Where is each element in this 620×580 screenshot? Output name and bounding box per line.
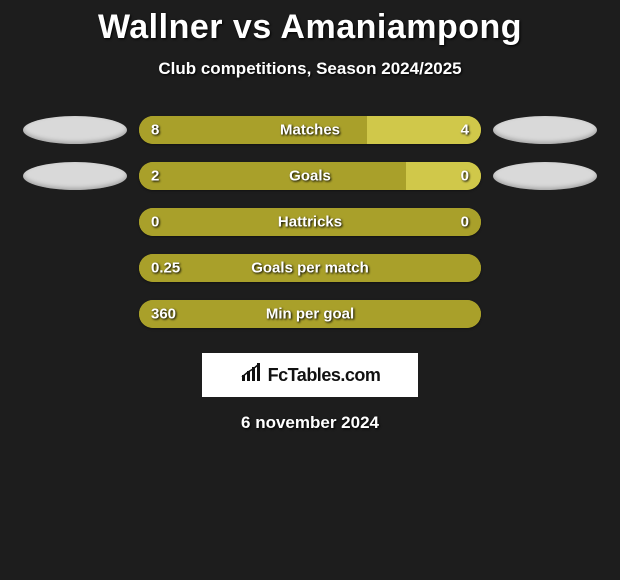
stat-label: Min per goal bbox=[266, 306, 354, 323]
stat-row: 8 4 Matches bbox=[0, 107, 620, 153]
right-value: 0 bbox=[461, 214, 469, 231]
stat-bar: 8 4 Matches bbox=[139, 116, 481, 144]
date-label: 6 november 2024 bbox=[0, 413, 620, 433]
page-title: Wallner vs Amaniampong bbox=[0, 0, 620, 47]
stat-label: Goals bbox=[289, 168, 331, 185]
left-value: 0 bbox=[151, 214, 159, 231]
stat-label: Matches bbox=[280, 122, 340, 139]
stat-row: 0 0 Hattricks bbox=[0, 199, 620, 245]
bar-left-fill bbox=[139, 162, 406, 190]
stat-row: 0.25 Goals per match bbox=[0, 245, 620, 291]
stat-bar: 360 Min per goal bbox=[139, 300, 481, 328]
stat-row: 2 0 Goals bbox=[0, 153, 620, 199]
left-value: 8 bbox=[151, 122, 159, 139]
stat-label: Goals per match bbox=[251, 260, 369, 277]
chart-icon bbox=[240, 363, 264, 388]
bar-right-fill bbox=[406, 162, 481, 190]
player-right-marker bbox=[493, 116, 597, 144]
stat-bar: 0.25 Goals per match bbox=[139, 254, 481, 282]
page-subtitle: Club competitions, Season 2024/2025 bbox=[0, 59, 620, 79]
stat-bar: 0 0 Hattricks bbox=[139, 208, 481, 236]
right-value: 0 bbox=[461, 168, 469, 185]
left-value: 2 bbox=[151, 168, 159, 185]
source-logo: FcTables.com bbox=[202, 353, 418, 397]
logo-text: FcTables.com bbox=[268, 365, 381, 386]
player-left-marker bbox=[23, 162, 127, 190]
left-value: 360 bbox=[151, 306, 176, 323]
stats-list: 8 4 Matches 2 0 Goals 0 0 Hattricks 0.25 Goals per… bbox=[0, 107, 620, 337]
stat-bar: 2 0 Goals bbox=[139, 162, 481, 190]
player-left-marker bbox=[23, 116, 127, 144]
player-right-marker bbox=[493, 162, 597, 190]
left-value: 0.25 bbox=[151, 260, 180, 277]
stat-label: Hattricks bbox=[278, 214, 342, 231]
stat-row: 360 Min per goal bbox=[0, 291, 620, 337]
comparison-card: Wallner vs Amaniampong Club competitions… bbox=[0, 0, 620, 580]
right-value: 4 bbox=[461, 122, 469, 139]
